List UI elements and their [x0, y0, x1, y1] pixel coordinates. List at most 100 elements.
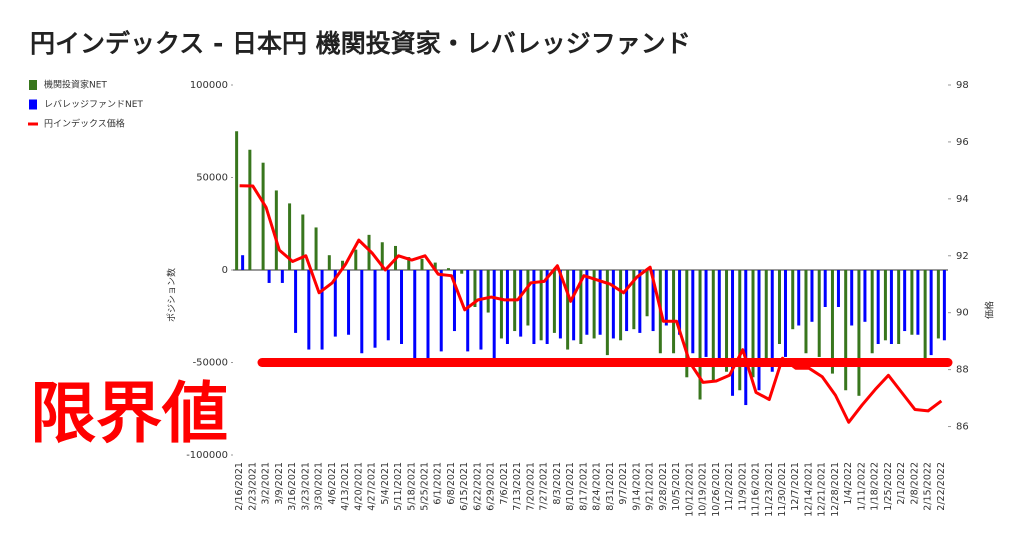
- bar: [499, 270, 503, 339]
- x-tick-label: 4/13/2021: [340, 462, 351, 511]
- x-tick-label: 8/3/2021: [552, 462, 563, 505]
- bar: [413, 270, 417, 359]
- x-tick-label: 3/23/2021: [300, 462, 311, 511]
- bar: [558, 270, 562, 339]
- bar: [426, 270, 430, 359]
- bar: [876, 270, 880, 344]
- bar: [751, 270, 755, 378]
- x-tick-label: 4/27/2021: [367, 462, 378, 511]
- x-tick-label: 1/11/2022: [856, 462, 867, 511]
- bar: [678, 270, 682, 335]
- bar: [267, 270, 271, 283]
- x-tick-label: 2/8/2022: [909, 462, 920, 505]
- y2-tick-label: 98: [956, 80, 969, 91]
- bar: [479, 270, 483, 350]
- x-tick-label: 2/16/2021: [234, 462, 245, 511]
- bar: [400, 270, 404, 344]
- bar: [844, 270, 848, 391]
- y2-tick-label: 90: [956, 308, 969, 319]
- x-tick-label: 11/2/2021: [724, 462, 735, 511]
- x-tick-label: 1/18/2022: [870, 462, 881, 511]
- legend-swatch: [29, 80, 37, 90]
- bar: [519, 270, 523, 337]
- bar: [274, 190, 278, 270]
- x-tick-label: 11/9/2021: [737, 462, 748, 511]
- x-tick-label: 12/14/2021: [803, 462, 814, 517]
- x-tick-label: 6/15/2021: [459, 462, 470, 511]
- x-tick-label: 7/13/2021: [512, 462, 523, 511]
- bar: [526, 270, 530, 326]
- bar: [830, 270, 834, 374]
- bar: [797, 270, 801, 326]
- bar: [883, 270, 887, 341]
- bar: [711, 270, 715, 381]
- y2-tick-label: 88: [956, 365, 969, 376]
- bar: [585, 270, 589, 335]
- bar: [473, 270, 477, 307]
- bar: [757, 270, 761, 391]
- bar: [857, 270, 861, 396]
- bar: [817, 270, 821, 357]
- bar: [936, 270, 940, 339]
- chart-title: 円インデックス - 日本円 機関投資家・レバレッジファンド: [30, 29, 691, 58]
- bar: [248, 149, 252, 270]
- bar: [386, 270, 390, 341]
- bar: [645, 270, 649, 317]
- bar: [320, 270, 324, 350]
- bar: [889, 270, 893, 344]
- bar: [539, 270, 543, 341]
- bar: [777, 270, 781, 344]
- bar: [532, 270, 536, 344]
- x-tick-label: 7/20/2021: [525, 462, 536, 511]
- bar: [452, 270, 456, 332]
- bar: [420, 258, 424, 270]
- x-tick-label: 3/9/2021: [274, 462, 285, 505]
- bar: [810, 270, 814, 322]
- bar: [261, 162, 265, 270]
- y-tick-label: 0: [222, 265, 228, 276]
- x-tick-label: 6/29/2021: [486, 462, 497, 511]
- bar: [380, 242, 384, 270]
- bar: [863, 270, 867, 322]
- bar: [235, 131, 239, 270]
- bar: [605, 270, 609, 356]
- bar: [870, 270, 874, 354]
- y2-tick-label: 94: [956, 194, 969, 205]
- x-tick-label: 1/4/2022: [843, 462, 854, 505]
- x-tick-label: 4/6/2021: [327, 462, 338, 505]
- x-tick-label: 3/16/2021: [287, 462, 298, 511]
- y-tick-label: -100000: [186, 450, 228, 461]
- x-tick-label: 3/2/2021: [261, 462, 272, 505]
- x-tick-label: 8/17/2021: [578, 462, 589, 511]
- bar: [625, 270, 629, 332]
- x-tick-label: 5/11/2021: [393, 462, 404, 511]
- x-tick-label: 12/28/2021: [830, 462, 841, 517]
- bar: [611, 270, 615, 339]
- bar: [354, 249, 358, 270]
- bar: [698, 270, 702, 400]
- bar: [717, 270, 721, 359]
- bar: [294, 270, 298, 333]
- x-tick-label: 10/12/2021: [684, 462, 695, 517]
- bar: [910, 270, 914, 335]
- bar: [903, 270, 907, 332]
- bar: [783, 270, 787, 357]
- bar: [704, 270, 708, 357]
- bar: [552, 270, 556, 333]
- x-tick-label: 5/25/2021: [419, 462, 430, 511]
- y2-tick-label: 92: [956, 251, 969, 262]
- x-tick-label: 2/1/2022: [896, 462, 907, 505]
- bar: [579, 270, 583, 344]
- x-tick-label: 3/30/2021: [314, 462, 325, 511]
- bar: [664, 270, 668, 326]
- y2-tick-label: 96: [956, 137, 969, 148]
- legend-label: 円インデックス価格: [44, 118, 125, 130]
- bar: [592, 270, 596, 339]
- x-tick-label: 4/20/2021: [353, 462, 364, 511]
- bar: [632, 270, 636, 330]
- x-tick-label: 2/23/2021: [247, 462, 258, 511]
- x-tick-label: 10/5/2021: [671, 462, 682, 511]
- bar: [929, 270, 933, 356]
- bar: [836, 270, 840, 307]
- bar: [685, 270, 689, 378]
